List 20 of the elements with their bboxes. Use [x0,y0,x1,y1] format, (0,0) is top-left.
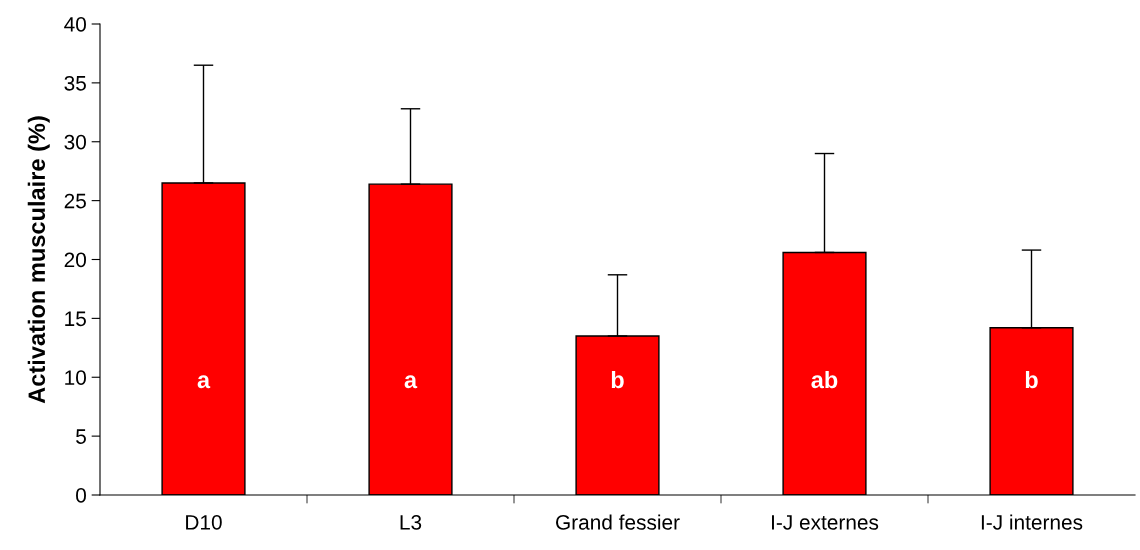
y-tick-label: 40 [64,17,86,32]
annotation: a [197,375,211,389]
y-axis-title: Activation musculaire (%) [27,116,50,404]
annotation: b [1025,370,1038,389]
annotation: ab [811,370,838,389]
y-tick-label: 5 [76,429,86,444]
y-tick-label: 35 [64,75,86,91]
x-tick-label: L3 [400,514,422,530]
y-tick-label: 25 [64,193,86,209]
x-tick-label: D10 [186,514,222,530]
x-tick-label: I-J internes [981,514,1083,530]
annotation: b [611,370,624,389]
y-tick-label: 20 [64,252,86,268]
y-tick-label: 30 [64,134,86,150]
annotation: a [404,375,418,389]
x-tick-label: Grand fessier [556,514,680,530]
y-tick-label: 0 [76,488,86,503]
x-tick-label: I-J externes [772,515,879,530]
y-tick-label: 15 [65,311,86,327]
y-tick-label: 10 [65,370,86,385]
